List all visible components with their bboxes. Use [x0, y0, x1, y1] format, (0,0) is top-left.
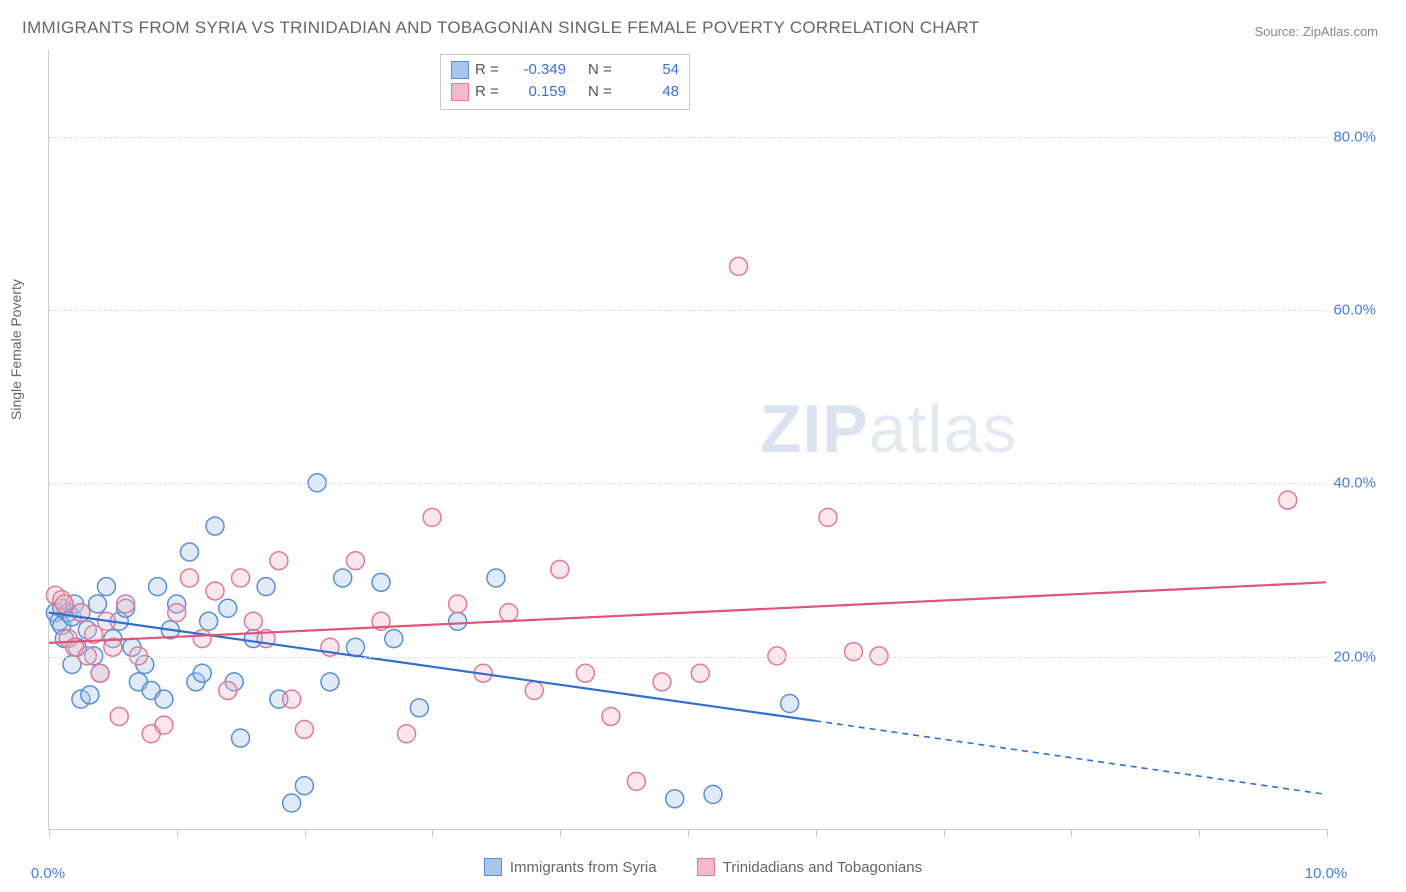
n-value-1: 54 — [624, 59, 679, 81]
y-tick-label: 20.0% — [1333, 648, 1376, 665]
y-tick-label: 40.0% — [1333, 475, 1376, 492]
legend-swatch-1 — [451, 61, 469, 79]
legend-row-series-1: R = -0.349 N = 54 — [451, 59, 679, 81]
r-value-1: -0.349 — [511, 59, 566, 81]
y-tick-label: 80.0% — [1333, 128, 1376, 145]
legend-correlation: R = -0.349 N = 54 R = 0.159 N = 48 — [440, 54, 690, 110]
x-tick-label-right: 10.0% — [1305, 865, 1348, 882]
chart-title: IMMIGRANTS FROM SYRIA VS TRINIDADIAN AND… — [22, 18, 979, 38]
legend-row-series-2: R = 0.159 N = 48 — [451, 81, 679, 103]
y-tick-label: 60.0% — [1333, 302, 1376, 319]
legend-series: Immigrants from Syria Trinidadians and T… — [0, 858, 1406, 880]
n-value-2: 48 — [624, 81, 679, 103]
plot-area — [48, 50, 1326, 830]
legend-item-2: Trinidadians and Tobagonians — [697, 858, 922, 876]
r-label: R = — [475, 59, 505, 81]
r-value-2: 0.159 — [511, 81, 566, 103]
n-label: N = — [588, 81, 618, 103]
legend-swatch-2 — [451, 83, 469, 101]
r-label: R = — [475, 81, 505, 103]
legend-label-1: Immigrants from Syria — [510, 859, 657, 876]
legend-swatch-icon — [484, 858, 502, 876]
y-axis-label: Single Female Poverty — [8, 279, 24, 420]
x-tick-label-left: 0.0% — [31, 865, 65, 882]
n-label: N = — [588, 59, 618, 81]
source-attribution: Source: ZipAtlas.com — [1254, 24, 1378, 39]
legend-item-1: Immigrants from Syria — [484, 858, 657, 876]
legend-label-2: Trinidadians and Tobagonians — [723, 859, 922, 876]
legend-swatch-icon — [697, 858, 715, 876]
plot-svg — [49, 50, 1326, 829]
